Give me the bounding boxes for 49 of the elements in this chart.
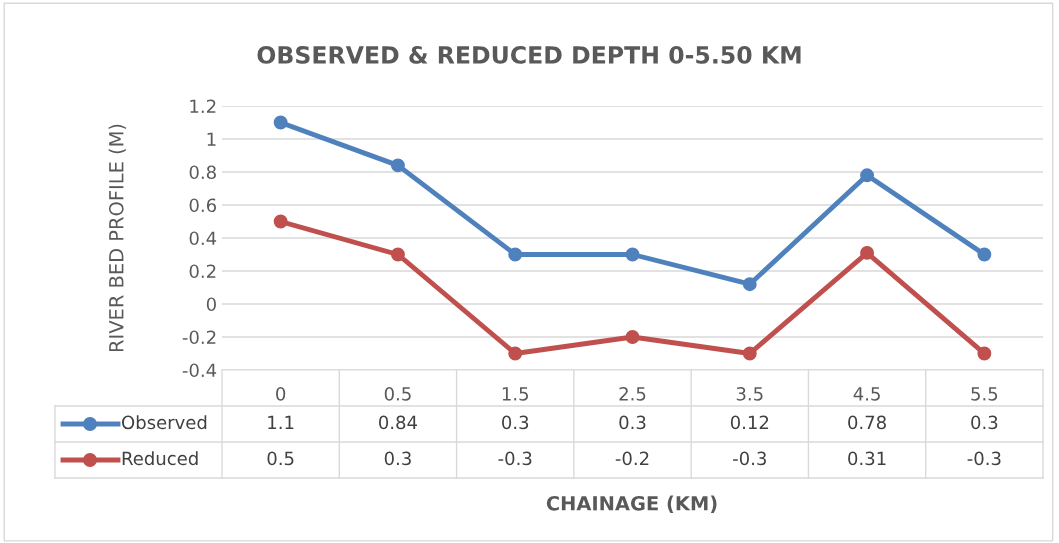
point <box>625 330 640 344</box>
point <box>742 277 757 292</box>
legend-label: Observed <box>122 415 207 430</box>
data-label: -0.3 <box>967 451 1001 466</box>
data-label: 0.78 <box>848 415 886 430</box>
point <box>390 247 405 262</box>
point <box>273 214 288 229</box>
y-tick-label: 0.2 <box>189 264 216 279</box>
data-label: 0.31 <box>848 451 886 466</box>
data-label: 0.12 <box>730 415 769 430</box>
y-tick-label: 0.4 <box>189 231 217 246</box>
point <box>977 346 992 361</box>
x-tick-label: 5.5 <box>971 387 998 401</box>
point <box>742 346 757 361</box>
data-label: -0.2 <box>615 451 649 466</box>
legend-label: Reduced <box>122 451 198 466</box>
x-tick-label: 4.5 <box>853 387 880 401</box>
data-label: 0.3 <box>619 415 646 430</box>
point <box>508 346 523 361</box>
y-tick-label: -0.2 <box>182 330 216 345</box>
point <box>508 247 523 262</box>
y-tick-label: 0 <box>206 297 216 312</box>
y-tick-label: 1.2 <box>190 99 216 113</box>
y-tick-label: 0.8 <box>189 165 216 180</box>
x-tick-label: 1.5 <box>502 387 528 401</box>
x-tick-label: 3.5 <box>736 386 763 401</box>
data-label: 0.3 <box>502 415 529 430</box>
data-label: 0.3 <box>971 415 998 430</box>
data-label: 0.3 <box>384 451 411 466</box>
point <box>390 158 405 173</box>
point <box>977 247 992 262</box>
chart-title: OBSERVED & REDUCED DEPTH 0-5.50 KM <box>257 45 801 64</box>
data-label: 0.84 <box>379 415 418 430</box>
data-label: -0.3 <box>498 451 532 466</box>
data-label: 0.5 <box>267 451 294 466</box>
y-axis-title: RIVER BED PROFILE (M) <box>108 124 126 352</box>
data-label: 1.1 <box>268 415 294 429</box>
y-tick-label: -0.4 <box>182 363 217 378</box>
data-label: -0.3 <box>733 451 766 466</box>
x-tick-label: 0.5 <box>384 386 411 401</box>
y-tick-label: 1 <box>207 132 216 146</box>
point <box>860 245 875 260</box>
point <box>860 168 875 183</box>
point <box>273 115 288 130</box>
x-tick-label: 2.5 <box>619 386 646 401</box>
y-tick-label: 0.6 <box>189 198 216 213</box>
x-tick-label: 0 <box>276 386 286 401</box>
point <box>625 247 640 262</box>
x-axis-title: CHAINAGE (KM) <box>546 495 717 513</box>
